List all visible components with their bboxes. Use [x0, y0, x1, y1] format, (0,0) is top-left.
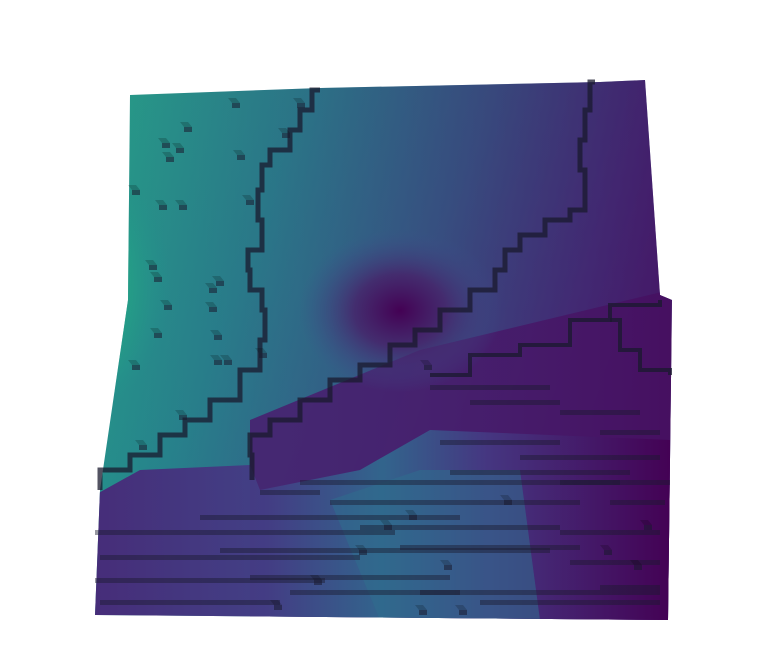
terrace-step — [95, 578, 325, 583]
voxel-cube — [380, 520, 392, 530]
terrace-step — [300, 480, 620, 485]
terrace-step — [450, 470, 630, 475]
terrace-step — [400, 545, 580, 550]
voxel-cube — [128, 185, 140, 195]
contour-step-edge — [430, 300, 662, 377]
terrace-step — [330, 500, 580, 505]
voxel-cube — [128, 360, 140, 370]
voxel-contour-edges — [95, 79, 672, 605]
voxel-cube — [172, 143, 184, 153]
terrace-step — [260, 490, 320, 495]
terrace-step — [420, 590, 660, 595]
voxel-cube — [150, 328, 162, 338]
voxel-cube — [205, 283, 217, 293]
terrace-step — [220, 548, 550, 553]
voxel-cube — [440, 560, 452, 570]
voxel-cube — [310, 575, 322, 585]
terrace-step — [610, 500, 665, 505]
voxel-cube — [175, 200, 187, 210]
terrace-step — [95, 530, 395, 535]
voxel-cube — [600, 545, 612, 555]
voxel-cube — [630, 560, 642, 570]
voxel-cube — [415, 605, 427, 615]
contour-step-edge — [247, 79, 595, 480]
terrace-step — [570, 560, 660, 565]
voxel-cube — [405, 510, 417, 520]
terrace-step — [250, 575, 450, 580]
voxel-cube — [180, 122, 192, 132]
voxel-cube — [255, 348, 267, 358]
voxel-cube — [210, 330, 222, 340]
contour-step-edge — [97, 87, 320, 490]
terrace-step — [560, 480, 670, 485]
voxel-cube — [160, 300, 172, 310]
terrace-step — [560, 530, 660, 535]
terrace-step — [600, 430, 660, 435]
voxel-cube — [242, 195, 254, 205]
terrace-step — [360, 525, 560, 530]
contour-step-edge — [610, 318, 672, 375]
voxel-cube — [155, 200, 167, 210]
voxel-cube — [205, 302, 217, 312]
terrace-step — [430, 385, 550, 390]
surface-color-field — [95, 80, 672, 620]
voxel-cube — [220, 355, 232, 365]
terrace-step — [520, 455, 660, 460]
voxel-cube — [420, 360, 432, 370]
voxel-cube — [278, 128, 290, 138]
terrace-step — [100, 555, 360, 560]
terrace-step — [200, 515, 460, 520]
terrace-step — [290, 590, 460, 595]
voxel-cube — [150, 272, 162, 282]
voxel-cube — [135, 440, 147, 450]
voxel-cube — [228, 98, 240, 108]
voxel-cube — [158, 138, 170, 148]
voxel-cube — [162, 152, 174, 162]
voxel-cube — [355, 545, 367, 555]
voxel-cube — [175, 410, 187, 420]
terrace-step — [100, 600, 280, 605]
voxel-cube — [145, 260, 157, 270]
voxel-cube — [270, 600, 282, 610]
voxel-cube — [293, 98, 305, 108]
voxel-cube — [640, 520, 652, 530]
voxel-cube — [212, 276, 224, 286]
terrace-step — [560, 410, 640, 415]
voxel-cube — [233, 150, 245, 160]
terrace-step — [480, 600, 660, 605]
voxel-cube — [210, 355, 222, 365]
voxel-cube — [455, 605, 467, 615]
terrace-step — [440, 440, 560, 445]
terrace-step — [600, 585, 660, 590]
terrace-step — [470, 400, 560, 405]
voxel-cube — [500, 495, 512, 505]
voxel-blocks — [128, 98, 652, 615]
